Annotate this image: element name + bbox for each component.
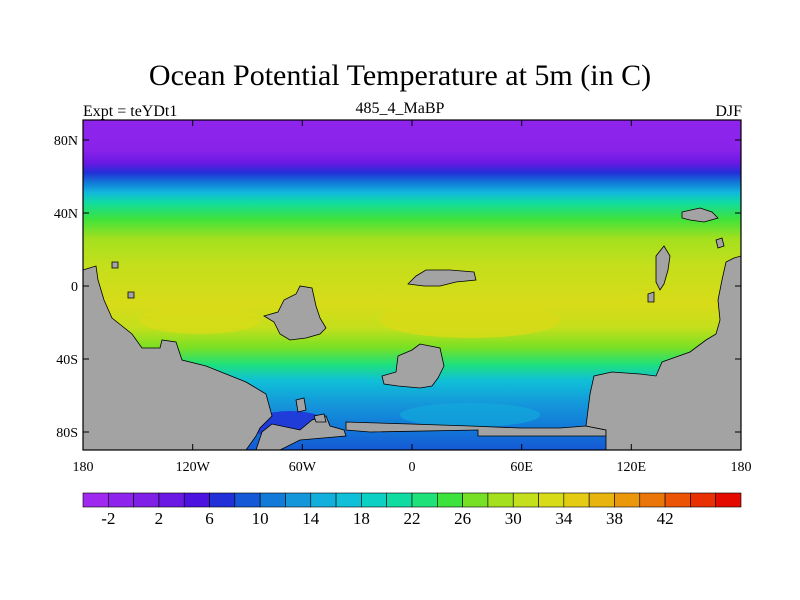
colorbar-swatch — [259, 492, 286, 508]
colorbar-label: 2 — [155, 509, 164, 528]
colorbar-swatch — [487, 492, 514, 508]
land-island-e2 — [647, 291, 655, 303]
colorbar-label: 34 — [555, 509, 573, 528]
lat-tick-label: 40S — [56, 353, 78, 368]
colorbar-label: 30 — [505, 509, 522, 528]
colorbar-label: 18 — [353, 509, 370, 528]
colorbar-swatch — [462, 492, 489, 508]
latitude-axis: 80N 40N 0 40S 80S — [54, 134, 741, 441]
colorbar-label: 10 — [252, 509, 269, 528]
land-island-e1 — [655, 245, 671, 291]
colorbar-label: -2 — [101, 509, 115, 528]
colorbar-label: 22 — [404, 509, 421, 528]
colorbar-label: 26 — [454, 509, 471, 528]
land-southern-west — [255, 415, 347, 450]
colorbar-swatch — [82, 492, 109, 508]
colorbar-swatch — [639, 492, 666, 508]
run-label: 485_4_MaBP — [355, 100, 445, 117]
colorbar-label: 38 — [606, 509, 623, 528]
lat-tick-label: 0 — [71, 280, 78, 295]
colorbar-swatch — [335, 492, 362, 508]
lon-tick-label: 0 — [409, 460, 416, 475]
lat-tick-label: 80S — [56, 426, 78, 441]
colorbar — [82, 492, 742, 508]
lon-tick-label: 120E — [617, 460, 647, 475]
colorbar-swatch — [690, 492, 716, 508]
colorbar-swatch — [614, 492, 641, 508]
land-island-south — [381, 343, 445, 389]
colorbar-swatch — [437, 492, 463, 508]
lon-tick-label: 60E — [510, 460, 533, 475]
colorbar-swatch — [108, 492, 134, 508]
colorbar-swatch — [411, 492, 438, 508]
land-island-tropical — [407, 269, 477, 287]
land-island-s2 — [313, 413, 327, 423]
colorbar-swatch — [538, 492, 565, 508]
lon-tick-label: 120W — [176, 460, 211, 475]
colorbar-label: 42 — [657, 509, 674, 528]
experiment-label: Expt = teYDt1 — [83, 103, 178, 120]
lat-tick-label: 40N — [54, 207, 78, 222]
land-island-central — [263, 285, 327, 341]
land-island-ne — [681, 207, 719, 223]
colorbar-swatch — [563, 492, 590, 508]
land-group — [83, 207, 741, 450]
colorbar-swatch — [715, 492, 742, 508]
lon-tick-label: 180 — [731, 460, 752, 475]
lon-tick-label: 180 — [73, 460, 94, 475]
colorbar-swatch — [285, 492, 312, 508]
colorbar-swatch — [386, 492, 413, 508]
colorbar-labels: -2 2 6 10 14 18 22 26 30 34 38 42 — [101, 509, 673, 528]
colorbar-swatch — [183, 492, 210, 508]
land-island-w2 — [127, 291, 135, 299]
land-western-continent — [83, 265, 273, 450]
colorbar-swatch — [588, 492, 615, 508]
colorbar-swatch — [158, 492, 185, 508]
land-island-e3 — [715, 237, 725, 249]
warm-pool-west — [140, 306, 260, 334]
colorbar-swatch — [664, 492, 691, 508]
land-island-s1 — [295, 397, 307, 413]
colorbar-swatch — [133, 492, 160, 508]
southern-cold-pocket-2 — [400, 403, 540, 427]
season-label: DJF — [715, 103, 742, 120]
map-title: Ocean Potential Temperature at 5m (in C) — [148, 59, 652, 92]
colorbar-swatch — [361, 492, 387, 508]
warm-pool-east — [380, 302, 560, 338]
colorbar-label: 6 — [205, 509, 214, 528]
colorbar-swatch — [234, 492, 261, 508]
land-eastern-south — [585, 255, 741, 450]
lon-tick-label: 60W — [289, 460, 317, 475]
land-island-w1 — [111, 261, 119, 269]
lat-tick-label: 80N — [54, 134, 78, 149]
colorbar-swatch — [512, 492, 539, 508]
colorbar-swatch — [310, 492, 337, 508]
longitude-axis: 180 120W 60W 0 60E 120E 180 — [73, 120, 752, 475]
colorbar-label: 14 — [302, 509, 320, 528]
colorbar-swatch — [209, 492, 236, 508]
